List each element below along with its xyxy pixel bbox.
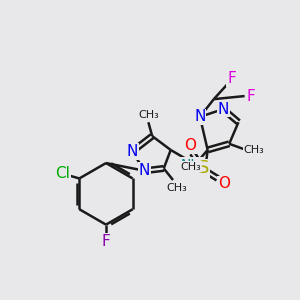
- Text: NH: NH: [181, 158, 202, 172]
- Text: F: F: [246, 88, 255, 104]
- Text: N: N: [218, 102, 229, 117]
- Text: N: N: [139, 163, 150, 178]
- Text: CH₃: CH₃: [180, 162, 201, 172]
- Text: O: O: [184, 138, 196, 153]
- Text: F: F: [102, 234, 110, 249]
- Text: N: N: [194, 109, 206, 124]
- Text: S: S: [198, 159, 209, 177]
- Text: CH₃: CH₃: [244, 145, 264, 155]
- Text: CH₃: CH₃: [138, 110, 159, 119]
- Text: Cl: Cl: [55, 166, 70, 181]
- Text: N: N: [127, 144, 138, 159]
- Text: CH₃: CH₃: [167, 183, 187, 193]
- Text: O: O: [218, 176, 230, 191]
- Text: F: F: [227, 71, 236, 86]
